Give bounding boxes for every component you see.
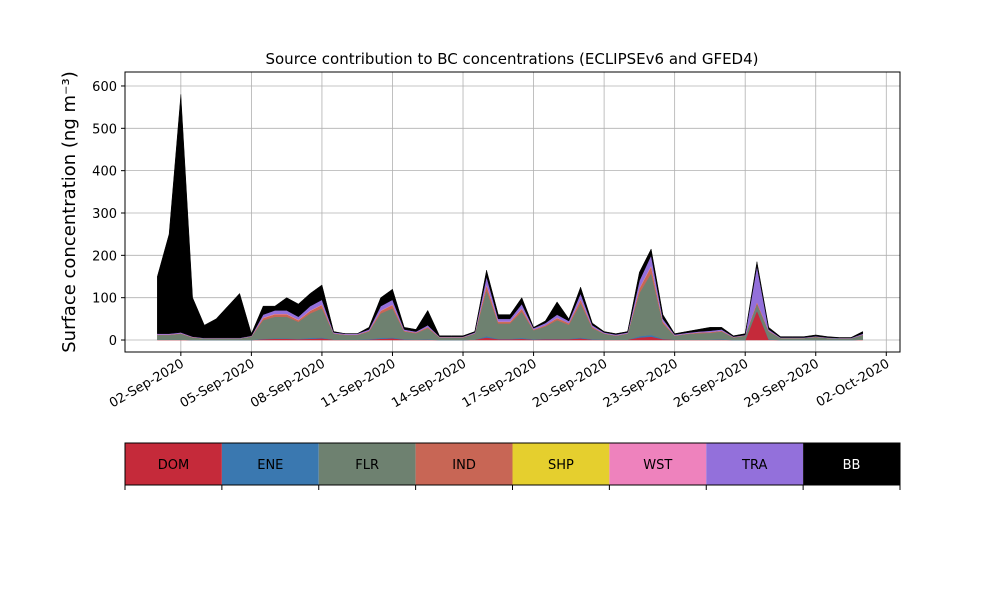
y-tick-label: 600 [92, 80, 117, 95]
legend-label: WST [643, 458, 672, 473]
legend-swatch [221, 443, 319, 485]
legend-label: DOM [158, 458, 189, 473]
legend-label: IND [452, 458, 476, 473]
y-tick-label: 400 [92, 165, 117, 180]
y-tick-label: 500 [92, 122, 117, 137]
legend-swatch [125, 443, 222, 485]
legend-swatch [609, 443, 707, 485]
y-tick-label: 100 [92, 292, 117, 307]
legend: DOM ENE FLR IND SHP WST TRA BB [124, 442, 901, 490]
legend-label: ENE [257, 458, 283, 473]
legend-frame [124, 442, 901, 486]
legend-swatch [706, 443, 804, 485]
y-tick-label: 0 [109, 334, 117, 349]
legend-label: BB [843, 458, 861, 473]
legend-swatch [803, 443, 900, 485]
legend-label: FLR [355, 458, 379, 473]
legend-swatch [415, 443, 513, 485]
plot-frame [124, 71, 901, 353]
legend-label: SHP [548, 458, 574, 473]
chart-title: Source contribution to BC concentrations… [265, 50, 758, 68]
legend-swatch [512, 443, 610, 485]
legend-label: TRA [741, 458, 767, 473]
y-tick-label: 200 [92, 249, 117, 264]
legend-swatch [318, 443, 416, 485]
area [157, 94, 864, 339]
y-tick-label: 300 [92, 207, 117, 222]
y-axis-label: Surface concentration (ng m⁻³) [59, 71, 80, 353]
